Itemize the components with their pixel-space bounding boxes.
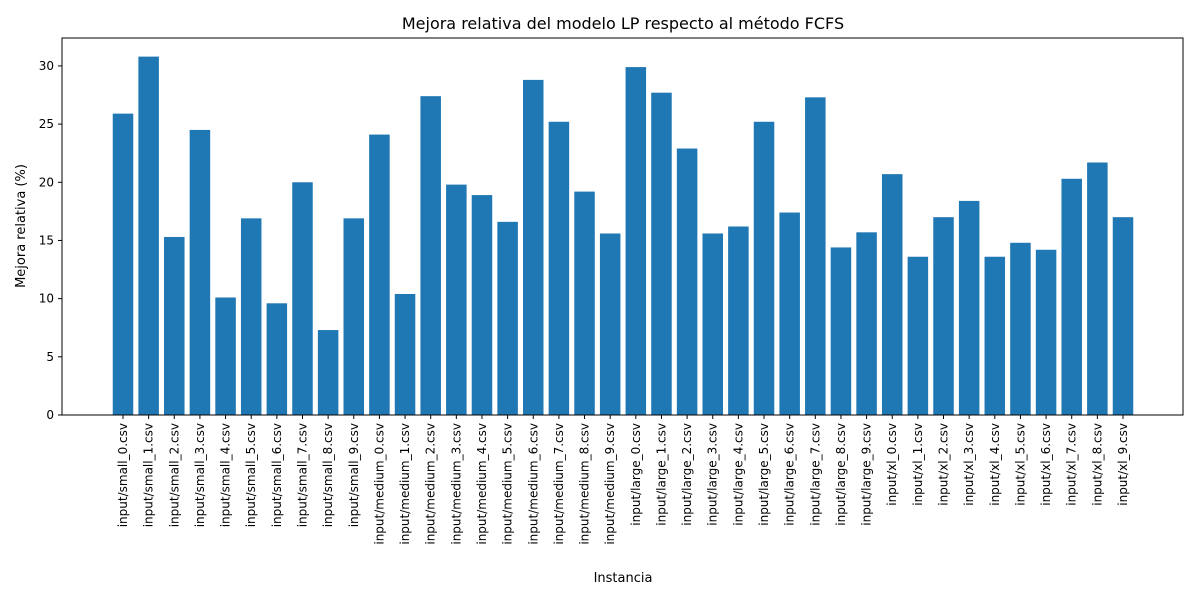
- x-tick-label-5: input/small_5.csv: [244, 423, 258, 527]
- bar-20: [625, 67, 647, 415]
- x-tick-label-14: input/medium_4.csv: [475, 423, 489, 545]
- x-tick-label-23: input/large_3.csv: [706, 423, 720, 526]
- x-tick-label-38: input/xl_8.csv: [1090, 423, 1104, 506]
- bar-21: [651, 92, 672, 415]
- bar-35: [1010, 242, 1031, 415]
- x-tick-label-12: input/medium_2.csv: [424, 423, 438, 545]
- bar-9: [343, 218, 365, 415]
- bars-group: [112, 56, 1134, 416]
- y-axis-title: Mejora relativa (%): [14, 164, 29, 288]
- x-tick-label-26: input/large_6.csv: [783, 423, 797, 526]
- bar-18: [574, 191, 595, 415]
- bar-0: [112, 113, 134, 415]
- x-tick-label-36: input/xl_6.csv: [1039, 423, 1053, 506]
- x-tick-label-31: input/xl_1.csv: [911, 423, 925, 506]
- x-tick-label-2: input/small_2.csv: [167, 423, 181, 527]
- x-tick-label-15: input/medium_5.csv: [501, 423, 515, 545]
- x-tick-label-27: input/large_7.csv: [808, 423, 822, 526]
- y-axis-ticks: 0 5 10 15 20 25 30: [39, 59, 62, 422]
- bar-34: [984, 256, 1006, 415]
- x-tick-label-11: input/medium_1.csv: [398, 423, 412, 545]
- y-tick-label-1: 5: [46, 350, 54, 364]
- bar-11: [394, 293, 416, 415]
- bar-28: [830, 247, 852, 415]
- y-tick-label-3: 15: [39, 233, 54, 247]
- x-tick-label-3: input/small_3.csv: [193, 423, 207, 527]
- bar-36: [1035, 249, 1057, 415]
- bar-4: [215, 297, 236, 415]
- x-tick-label-10: input/medium_0.csv: [372, 423, 386, 545]
- bar-30: [881, 174, 903, 415]
- bar-5: [240, 218, 262, 415]
- x-tick-label-22: input/large_2.csv: [680, 423, 694, 526]
- bar-27: [805, 97, 826, 415]
- x-tick-label-24: input/large_4.csv: [731, 423, 745, 526]
- x-tick-label-33: input/xl_3.csv: [962, 423, 976, 506]
- bar-38: [1087, 162, 1108, 415]
- bar-23: [702, 233, 723, 415]
- bar-14: [471, 195, 493, 415]
- bar-16: [523, 79, 544, 415]
- x-tick-label-37: input/xl_7.csv: [1065, 423, 1079, 506]
- x-axis-ticks: input/small_0.csv input/small_1.csv input/…: [116, 415, 1130, 545]
- bar-39: [1112, 217, 1134, 415]
- x-tick-label-7: input/small_7.csv: [295, 423, 309, 527]
- bar-31: [907, 256, 929, 415]
- x-tick-label-8: input/small_8.csv: [321, 423, 335, 527]
- x-tick-label-19: input/medium_9.csv: [603, 423, 617, 545]
- x-tick-label-34: input/xl_4.csv: [988, 423, 1002, 506]
- y-tick-label-6: 30: [39, 59, 54, 73]
- y-tick-label-5: 25: [39, 117, 54, 131]
- x-tick-label-4: input/small_4.csv: [219, 423, 233, 527]
- bar-29: [856, 232, 877, 415]
- y-tick-label-0: 0: [46, 408, 54, 422]
- x-tick-label-28: input/large_8.csv: [834, 423, 848, 526]
- bar-8: [317, 330, 339, 415]
- x-tick-label-25: input/large_5.csv: [757, 423, 771, 526]
- bar-12: [420, 96, 441, 416]
- bar-25: [753, 121, 775, 415]
- x-tick-label-29: input/large_9.csv: [860, 423, 874, 526]
- bar-22: [676, 148, 698, 416]
- x-tick-label-39: input/xl_9.csv: [1116, 423, 1130, 506]
- bar-19: [599, 233, 621, 415]
- x-tick-label-35: input/xl_5.csv: [1013, 423, 1027, 506]
- x-tick-label-21: input/large_1.csv: [654, 423, 668, 526]
- bar-26: [779, 212, 800, 415]
- x-tick-label-16: input/medium_6.csv: [526, 423, 540, 545]
- plot-frame: [61, 37, 1184, 416]
- x-tick-label-1: input/small_1.csv: [142, 423, 156, 527]
- bar-6: [266, 303, 288, 415]
- x-tick-label-18: input/medium_8.csv: [578, 423, 592, 545]
- x-tick-label-20: input/large_0.csv: [629, 423, 643, 526]
- y-tick-label-2: 10: [39, 292, 54, 306]
- bar-1: [138, 56, 159, 416]
- bar-13: [446, 184, 467, 415]
- bar-3: [189, 129, 211, 416]
- bar-17: [548, 121, 570, 415]
- y-tick-label-4: 20: [39, 175, 54, 189]
- bar-10: [369, 134, 390, 415]
- bar-2: [164, 236, 185, 415]
- x-tick-label-6: input/small_6.csv: [270, 423, 284, 527]
- x-tick-label-13: input/medium_3.csv: [449, 423, 463, 545]
- x-tick-label-30: input/xl_0.csv: [885, 423, 899, 506]
- bar-32: [933, 217, 954, 415]
- x-tick-label-0: input/small_0.csv: [116, 423, 130, 527]
- x-tick-label-17: input/medium_7.csv: [552, 423, 566, 545]
- x-axis-title: Instancia: [594, 571, 653, 586]
- bar-33: [958, 200, 980, 415]
- x-tick-label-9: input/small_9.csv: [347, 423, 361, 527]
- bar-24: [728, 226, 749, 415]
- bar-15: [497, 221, 518, 415]
- x-tick-label-32: input/xl_2.csv: [937, 423, 951, 506]
- bar-37: [1061, 178, 1082, 415]
- chart-title: Mejora relativa del modelo LP respecto a…: [402, 14, 844, 33]
- bar-7: [292, 182, 313, 415]
